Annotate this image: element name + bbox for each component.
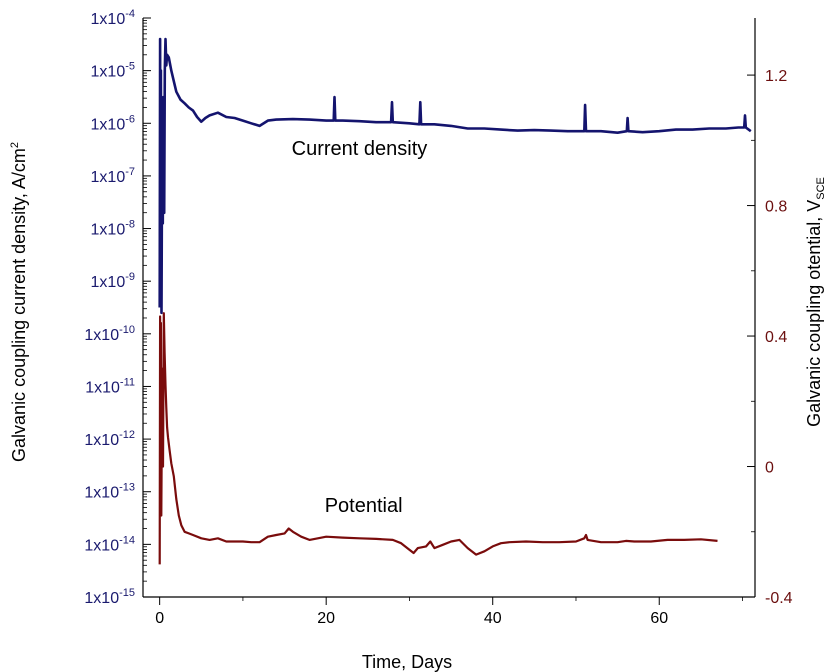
- left-tick-label: 1x10-11: [85, 376, 135, 396]
- annotations: Current density Potential: [292, 138, 428, 517]
- right-tick-label: 0.4: [765, 329, 787, 346]
- right-tick-label: -0.4: [765, 590, 793, 607]
- left-tick-label: 1x10-8: [91, 219, 135, 239]
- right-axis-title-main: Galvanic coupling otential, V: [804, 200, 824, 427]
- x-tick-label: 60: [650, 610, 668, 627]
- left-tick-label: 1x10-4: [91, 8, 135, 28]
- left-tick-label: 1x10-15: [84, 587, 135, 607]
- current-density-annotation: Current density: [292, 138, 428, 160]
- potential-line: [158, 312, 718, 565]
- plot-frame: [142, 18, 756, 598]
- right-axis-title: Galvanic coupling otential, VSCE: [804, 177, 827, 427]
- left-tick-label: 1x10-10: [84, 324, 135, 344]
- left-tick-label: 1x10-5: [91, 61, 135, 81]
- left-axis-ticks: 1x10-4 1x10-5 1x10-6 1x10-7 1x10-8 1x10-9 1x10…: [84, 8, 151, 607]
- left-axis-title-main: Galvanic coupling current density, A/cm: [9, 148, 29, 462]
- left-axis-title: Galvanic coupling current density, A/cm2: [9, 142, 29, 462]
- left-tick-label: 1x10-7: [91, 166, 135, 186]
- right-tick-label: 1.2: [765, 68, 787, 85]
- left-tick-label: 1x10-12: [84, 429, 135, 449]
- left-tick-label: 1x10-13: [84, 482, 135, 502]
- x-tick-label: 20: [317, 610, 335, 627]
- x-tick-label: 0: [155, 610, 164, 627]
- left-tick-label: 1x10-6: [91, 113, 135, 133]
- left-tick-label: 1x10-14: [84, 534, 135, 554]
- right-tick-label: 0: [765, 460, 774, 477]
- x-tick-label: 40: [484, 610, 502, 627]
- x-axis-title: Time, Days: [362, 652, 452, 672]
- potential-annotation: Potential: [325, 495, 403, 517]
- x-axis-ticks: 0 20 40 60: [155, 597, 743, 627]
- right-tick-label: 0.8: [765, 199, 787, 216]
- series-layer: [158, 37, 752, 565]
- right-axis-title-sub: SCE: [815, 177, 827, 200]
- current-density-line: [158, 37, 752, 315]
- left-tick-label: 1x10-9: [91, 271, 135, 291]
- right-axis-ticks: 1.2 0.8 0.4 0 -0.4: [747, 68, 793, 607]
- left-axis-title-sup: 2: [9, 142, 21, 148]
